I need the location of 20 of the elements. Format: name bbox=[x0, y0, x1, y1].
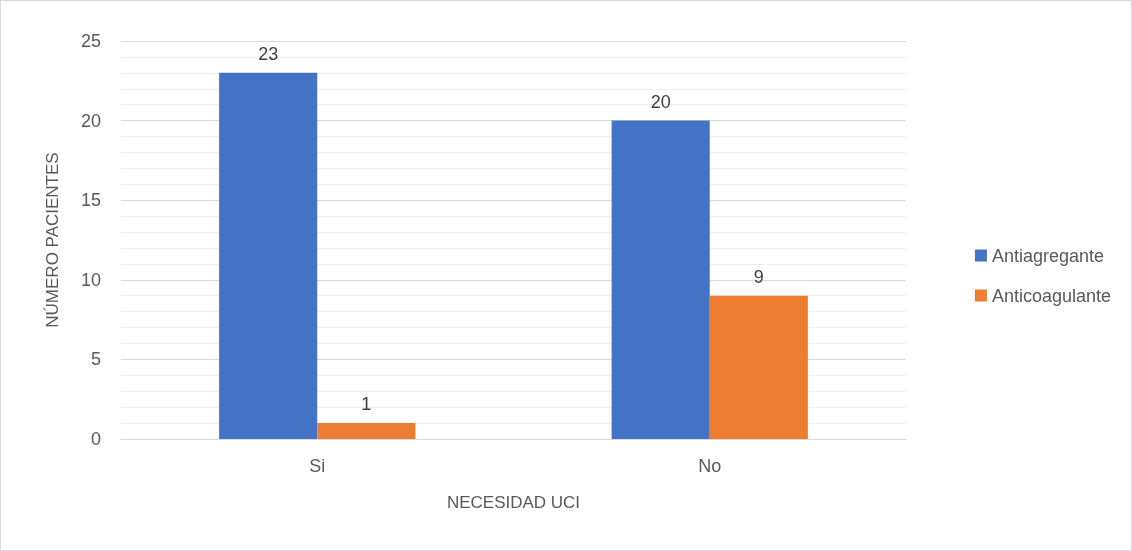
x-axis-title: NECESIDAD UCI bbox=[446, 493, 581, 512]
y-tick-label: 15 bbox=[80, 190, 101, 211]
bar bbox=[219, 72, 318, 439]
data-label: 9 bbox=[753, 266, 764, 287]
bar bbox=[709, 295, 808, 439]
legend-label: Anticoagulante bbox=[991, 285, 1111, 306]
y-tick-label: 5 bbox=[90, 349, 101, 370]
y-tick-label: 0 bbox=[90, 429, 101, 449]
legend-label: Antiagregante bbox=[991, 245, 1104, 266]
bar bbox=[317, 423, 416, 439]
y-tick-label: 20 bbox=[80, 110, 101, 131]
x-tick-label: Si bbox=[309, 456, 326, 476]
y-tick-label: 10 bbox=[80, 269, 101, 290]
bar bbox=[611, 120, 710, 439]
data-label: 20 bbox=[650, 91, 671, 112]
x-tick-label: No bbox=[698, 456, 722, 476]
y-tick-label: 25 bbox=[80, 31, 101, 51]
data-label: 1 bbox=[361, 394, 372, 415]
y-axis-title: NÚMERO PACIENTES bbox=[43, 152, 62, 328]
data-label: 23 bbox=[258, 43, 279, 64]
